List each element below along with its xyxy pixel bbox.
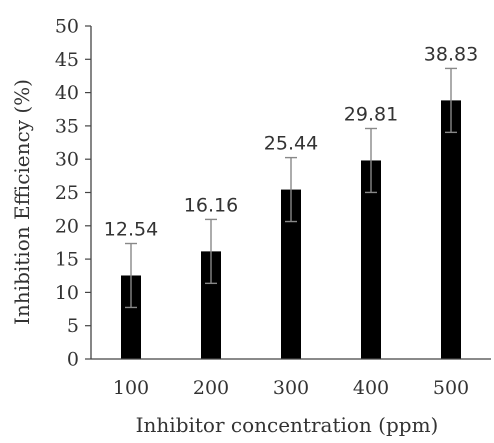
data-label: 12.54 [104,219,158,241]
y-tick-label: 40 [55,82,79,104]
y-tick-label: 15 [55,249,79,271]
x-tick-label: 100 [113,377,149,399]
y-tick-label: 25 [55,182,79,204]
bar [281,189,301,359]
data-labels: 12.54 16.16 25.44 29.81 38.83 [104,43,478,240]
x-tick-label: 200 [193,377,229,399]
data-label: 38.83 [424,43,478,65]
bar [361,160,381,359]
data-label: 25.44 [264,133,318,155]
bar [121,275,141,359]
y-axis-title: Inhibition Efficiency (%) [10,79,34,325]
x-tick-label: 400 [353,377,389,399]
y-tick-label: 35 [55,115,79,137]
x-tick-label: 500 [433,377,469,399]
y-tick-label: 30 [55,149,79,171]
bars [121,100,461,359]
x-axis-ticks: 100 200 300 400 500 [113,377,469,399]
y-tick-label: 20 [55,215,79,237]
y-tick-label: 45 [55,49,79,71]
y-axis-ticks: 0 5 10 15 20 25 30 35 40 45 50 [55,16,91,371]
y-tick-label: 5 [67,315,79,337]
y-tick-label: 0 [67,349,79,371]
x-tick-label: 300 [273,377,309,399]
data-label: 16.16 [184,194,238,216]
error-bars [125,67,457,309]
bar [441,100,461,359]
data-label: 29.81 [344,103,398,125]
y-tick-label: 50 [55,16,79,38]
bar [201,251,221,359]
x-axis-title: Inhibitor concentration (ppm) [136,413,439,437]
y-tick-label: 10 [55,282,79,304]
